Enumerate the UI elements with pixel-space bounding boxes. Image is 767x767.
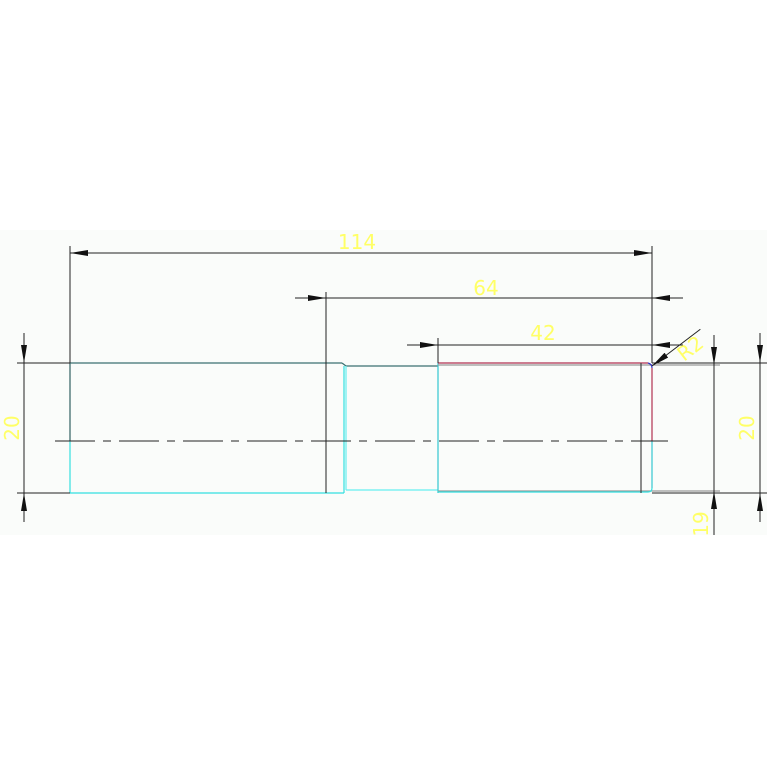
- dimension-text-114: 114: [338, 230, 376, 254]
- drawing-area-band: [0, 230, 767, 535]
- extension-lines: [17, 246, 767, 494]
- radius-leader: [651, 328, 701, 367]
- dimension-text-64: 64: [473, 276, 498, 300]
- dimension-text-right-20: 20: [735, 415, 759, 440]
- shaft-outline: [69, 362, 720, 494]
- dimension-text-19: 19: [689, 511, 713, 536]
- dimension-text-left-20: 20: [0, 415, 24, 440]
- dimension-text-42: 42: [530, 321, 555, 345]
